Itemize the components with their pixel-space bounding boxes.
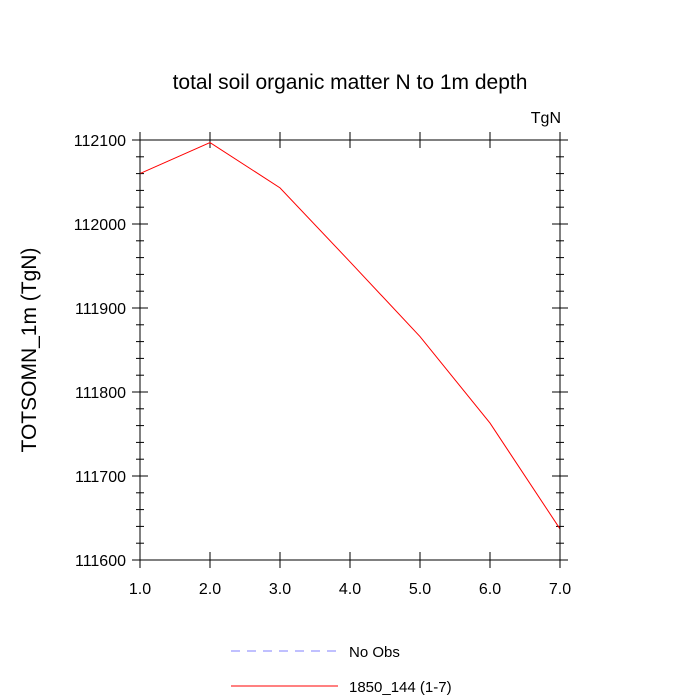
x-tick-label: 5.0 <box>409 581 431 598</box>
x-tick-label: 4.0 <box>339 581 361 598</box>
x-tick-label: 1.0 <box>129 581 151 598</box>
x-tick-label: 2.0 <box>199 581 221 598</box>
units-label: TgN <box>531 110 561 127</box>
y-tick-label: 111600 <box>75 553 126 570</box>
y-tick-label: 112100 <box>74 133 126 150</box>
chart-title: total soil organic matter N to 1m depth <box>173 71 528 94</box>
y-tick-label: 111900 <box>75 301 126 318</box>
y-tick-label: 112000 <box>74 217 126 234</box>
x-tick-label: 3.0 <box>269 581 291 598</box>
series-layer <box>139 141 561 530</box>
x-tick-label: 6.0 <box>479 581 501 598</box>
axis-ticks: 1.0 2.0 3.0 4.0 5.0 6.0 7.0 111600 111700 111800 1… <box>74 132 571 598</box>
y-tick-label: 111700 <box>75 469 126 486</box>
y-tick-label: 111800 <box>75 385 126 402</box>
x-tick-label: 7.0 <box>549 581 571 598</box>
legend: No Obs 1850_144 (1-7) <box>231 644 452 696</box>
plot-frame <box>139 139 561 561</box>
series-line-1 <box>139 141 561 530</box>
legend-label: 1850_144 (1-7) <box>349 679 452 696</box>
legend-label: No Obs <box>349 644 400 661</box>
y-axis-label: TOTSOMN_1m (TgN) <box>18 248 41 453</box>
